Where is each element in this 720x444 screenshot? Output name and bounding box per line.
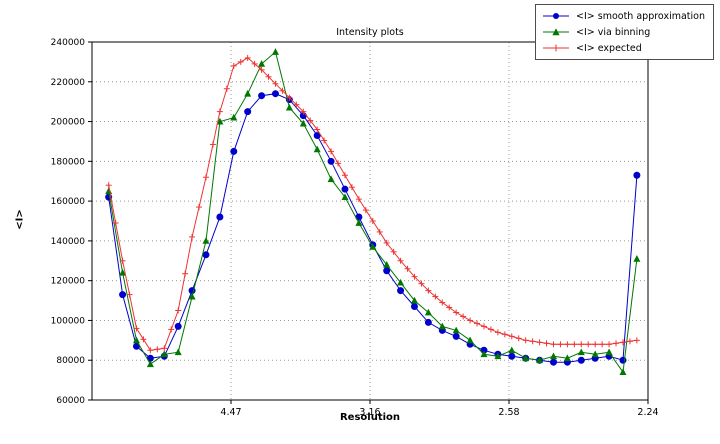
series-marker-1 (119, 268, 127, 276)
series-marker-0 (410, 303, 418, 311)
series-marker-1 (536, 356, 544, 364)
series-marker-1 (452, 326, 460, 334)
series-line-0 (108, 93, 638, 363)
triangle-marker-icon (552, 28, 560, 36)
series-marker-0 (327, 157, 335, 165)
series-marker-1 (105, 187, 113, 195)
series-marker-1 (160, 350, 168, 358)
y-tick-label: 160000 (51, 197, 86, 207)
circle-marker-icon (553, 13, 560, 19)
series-marker-1 (369, 243, 377, 250)
legend-sample-triangle-line (543, 28, 570, 36)
series-marker-1 (619, 368, 627, 376)
series-marker-0 (508, 352, 516, 360)
series-marker-0 (119, 291, 127, 299)
legend-label: <I> expected (576, 42, 642, 54)
series-marker-1 (410, 296, 418, 304)
series-marker-1 (230, 113, 238, 121)
series-marker-0 (258, 92, 266, 100)
legend-entry-expected: <I> expected (541, 40, 705, 56)
y-axis-label: <I> (14, 209, 26, 230)
legend-sample-circle-line (543, 13, 570, 19)
series-marker-0 (174, 322, 182, 330)
series-marker-1 (508, 346, 516, 354)
series-marker-1 (271, 48, 279, 55)
series-marker-0 (230, 147, 238, 155)
y-tick-label: 140000 (51, 237, 86, 247)
series-marker-0 (577, 356, 585, 364)
series-marker-0 (383, 267, 391, 275)
y-tick-label: 100000 (51, 316, 86, 326)
legend-entry-via-binning: <I> via binning (541, 24, 705, 40)
series-marker-0 (397, 287, 405, 295)
series-marker-0 (549, 358, 557, 366)
series-marker-1 (174, 348, 182, 356)
x-axis-label: Resolution (339, 412, 401, 423)
series-marker-1 (563, 354, 571, 362)
series-marker-1 (424, 308, 432, 316)
series-marker-1 (397, 278, 405, 286)
series-marker-1 (244, 89, 252, 97)
legend: <I> smooth approximation <I> via binning… (535, 4, 714, 60)
x-tick-label: 2.24 (637, 407, 658, 418)
series-marker-1 (216, 117, 224, 125)
series-marker-1 (522, 354, 530, 362)
series-marker-0 (424, 318, 432, 326)
series-marker-0 (341, 185, 349, 193)
y-tick-label: 180000 (51, 157, 86, 167)
series-marker-1 (313, 145, 321, 153)
series-marker-1 (591, 350, 599, 358)
y-tick-label: 120000 (51, 277, 86, 287)
legend-sample-plus-line (543, 44, 570, 52)
series-marker-1 (633, 254, 641, 262)
series-marker-1 (327, 175, 335, 183)
chart-title: Intensity plots (336, 27, 404, 38)
series-marker-1 (341, 193, 349, 201)
x-tick-label: 2.58 (498, 407, 519, 418)
series-marker-1 (549, 352, 557, 360)
x-tick-label: 4.47 (220, 407, 241, 418)
legend-entry-smooth-approximation: <I> smooth approximation (541, 8, 705, 24)
y-tick-label: 80000 (56, 356, 85, 366)
y-tick-label: 240000 (51, 38, 86, 48)
series-marker-1 (355, 219, 363, 226)
series-marker-1 (577, 348, 585, 356)
series-marker-0 (452, 332, 460, 340)
x-tick-label: 3.16 (359, 407, 380, 418)
series-marker-1 (146, 360, 154, 368)
y-tick-label: 220000 (51, 78, 86, 88)
series-marker-1 (466, 336, 474, 344)
series-marker-1 (285, 103, 293, 111)
series-marker-1 (188, 292, 196, 300)
series-marker-1 (299, 119, 307, 127)
series-marker-1 (494, 352, 502, 360)
series-marker-0 (244, 108, 252, 116)
series-marker-1 (605, 348, 613, 356)
series-marker-0 (202, 251, 210, 259)
y-tick-label: 200000 (51, 118, 86, 128)
series-marker-1 (258, 60, 266, 67)
series-marker-0 (633, 171, 641, 179)
series-line-1 (108, 50, 638, 374)
y-tick-label: 60000 (56, 396, 85, 406)
series-marker-1 (438, 322, 446, 330)
legend-label: <I> smooth approximation (576, 10, 705, 22)
series-marker-1 (480, 350, 488, 358)
series-marker-1 (202, 237, 210, 244)
series-marker-1 (132, 336, 140, 344)
series-marker-1 (383, 260, 391, 268)
series-marker-0 (271, 90, 279, 98)
series-marker-0 (216, 213, 224, 221)
legend-label: <I> via binning (576, 26, 651, 38)
series-line-2 (108, 57, 637, 351)
